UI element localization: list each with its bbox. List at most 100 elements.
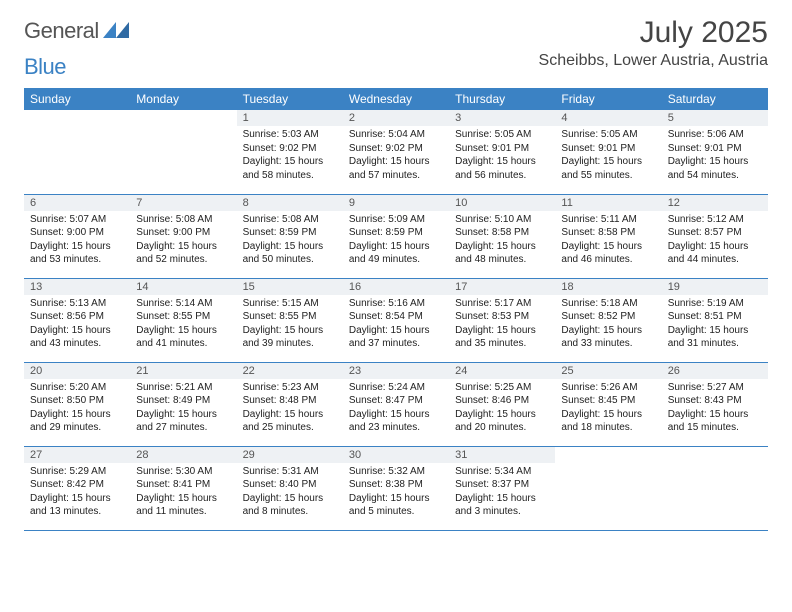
calendar-cell: 8Sunrise: 5:08 AMSunset: 8:59 PMDaylight… — [237, 194, 343, 278]
day-details: Sunrise: 5:18 AMSunset: 8:52 PMDaylight:… — [555, 295, 661, 355]
calendar-cell: 23Sunrise: 5:24 AMSunset: 8:47 PMDayligh… — [343, 362, 449, 446]
day-number: 29 — [237, 447, 343, 463]
calendar-cell: 22Sunrise: 5:23 AMSunset: 8:48 PMDayligh… — [237, 362, 343, 446]
day-details: Sunrise: 5:32 AMSunset: 8:38 PMDaylight:… — [343, 463, 449, 523]
day-header: Saturday — [662, 88, 768, 110]
day-details: Sunrise: 5:26 AMSunset: 8:45 PMDaylight:… — [555, 379, 661, 439]
day-details: Sunrise: 5:23 AMSunset: 8:48 PMDaylight:… — [237, 379, 343, 439]
day-details: Sunrise: 5:13 AMSunset: 8:56 PMDaylight:… — [24, 295, 130, 355]
day-details: Sunrise: 5:20 AMSunset: 8:50 PMDaylight:… — [24, 379, 130, 439]
day-header: Monday — [130, 88, 236, 110]
day-header: Friday — [555, 88, 661, 110]
day-details: Sunrise: 5:29 AMSunset: 8:42 PMDaylight:… — [24, 463, 130, 523]
day-number: 14 — [130, 279, 236, 295]
day-number: 2 — [343, 110, 449, 126]
day-number: 31 — [449, 447, 555, 463]
day-details: Sunrise: 5:16 AMSunset: 8:54 PMDaylight:… — [343, 295, 449, 355]
calendar-cell: 2Sunrise: 5:04 AMSunset: 9:02 PMDaylight… — [343, 110, 449, 194]
calendar-cell: 12Sunrise: 5:12 AMSunset: 8:57 PMDayligh… — [662, 194, 768, 278]
calendar-cell: 11Sunrise: 5:11 AMSunset: 8:58 PMDayligh… — [555, 194, 661, 278]
day-number: 28 — [130, 447, 236, 463]
brand-word-1: General — [24, 18, 99, 44]
calendar-cell: 4Sunrise: 5:05 AMSunset: 9:01 PMDaylight… — [555, 110, 661, 194]
calendar-cell: 6Sunrise: 5:07 AMSunset: 9:00 PMDaylight… — [24, 194, 130, 278]
calendar-table: SundayMondayTuesdayWednesdayThursdayFrid… — [24, 88, 768, 531]
calendar-cell: 5Sunrise: 5:06 AMSunset: 9:01 PMDaylight… — [662, 110, 768, 194]
calendar-cell: 28Sunrise: 5:30 AMSunset: 8:41 PMDayligh… — [130, 446, 236, 530]
day-number: 23 — [343, 363, 449, 379]
brand-word-2: Blue — [24, 54, 66, 79]
day-details: Sunrise: 5:12 AMSunset: 8:57 PMDaylight:… — [662, 211, 768, 271]
day-number: 3 — [449, 110, 555, 126]
calendar-cell: 19Sunrise: 5:19 AMSunset: 8:51 PMDayligh… — [662, 278, 768, 362]
day-details: Sunrise: 5:34 AMSunset: 8:37 PMDaylight:… — [449, 463, 555, 523]
day-details: Sunrise: 5:08 AMSunset: 9:00 PMDaylight:… — [130, 211, 236, 271]
day-number: 24 — [449, 363, 555, 379]
calendar-cell: 20Sunrise: 5:20 AMSunset: 8:50 PMDayligh… — [24, 362, 130, 446]
calendar-cell — [24, 110, 130, 194]
day-details: Sunrise: 5:27 AMSunset: 8:43 PMDaylight:… — [662, 379, 768, 439]
day-number: 18 — [555, 279, 661, 295]
day-details: Sunrise: 5:09 AMSunset: 8:59 PMDaylight:… — [343, 211, 449, 271]
day-details: Sunrise: 5:04 AMSunset: 9:02 PMDaylight:… — [343, 126, 449, 186]
day-number: 30 — [343, 447, 449, 463]
day-number: 12 — [662, 195, 768, 211]
calendar-cell: 15Sunrise: 5:15 AMSunset: 8:55 PMDayligh… — [237, 278, 343, 362]
day-number: 16 — [343, 279, 449, 295]
day-header: Thursday — [449, 88, 555, 110]
day-details: Sunrise: 5:03 AMSunset: 9:02 PMDaylight:… — [237, 126, 343, 186]
day-details: Sunrise: 5:25 AMSunset: 8:46 PMDaylight:… — [449, 379, 555, 439]
day-number: 19 — [662, 279, 768, 295]
day-number: 7 — [130, 195, 236, 211]
day-number: 11 — [555, 195, 661, 211]
day-details: Sunrise: 5:17 AMSunset: 8:53 PMDaylight:… — [449, 295, 555, 355]
day-details: Sunrise: 5:14 AMSunset: 8:55 PMDaylight:… — [130, 295, 236, 355]
calendar-cell: 29Sunrise: 5:31 AMSunset: 8:40 PMDayligh… — [237, 446, 343, 530]
calendar-cell: 27Sunrise: 5:29 AMSunset: 8:42 PMDayligh… — [24, 446, 130, 530]
day-header: Sunday — [24, 88, 130, 110]
day-number: 9 — [343, 195, 449, 211]
day-number: 21 — [130, 363, 236, 379]
day-number: 17 — [449, 279, 555, 295]
calendar-cell — [130, 110, 236, 194]
day-number: 5 — [662, 110, 768, 126]
calendar-cell: 21Sunrise: 5:21 AMSunset: 8:49 PMDayligh… — [130, 362, 236, 446]
day-number: 25 — [555, 363, 661, 379]
calendar-cell: 25Sunrise: 5:26 AMSunset: 8:45 PMDayligh… — [555, 362, 661, 446]
day-details: Sunrise: 5:30 AMSunset: 8:41 PMDaylight:… — [130, 463, 236, 523]
day-number: 8 — [237, 195, 343, 211]
logo-mark-icon — [103, 18, 129, 44]
day-number: 20 — [24, 363, 130, 379]
day-details: Sunrise: 5:31 AMSunset: 8:40 PMDaylight:… — [237, 463, 343, 523]
day-number: 26 — [662, 363, 768, 379]
day-number: 4 — [555, 110, 661, 126]
calendar-cell: 30Sunrise: 5:32 AMSunset: 8:38 PMDayligh… — [343, 446, 449, 530]
day-number: 13 — [24, 279, 130, 295]
month-title: July 2025 — [539, 18, 768, 48]
calendar-cell: 24Sunrise: 5:25 AMSunset: 8:46 PMDayligh… — [449, 362, 555, 446]
calendar-cell: 14Sunrise: 5:14 AMSunset: 8:55 PMDayligh… — [130, 278, 236, 362]
calendar-cell: 26Sunrise: 5:27 AMSunset: 8:43 PMDayligh… — [662, 362, 768, 446]
calendar-cell: 17Sunrise: 5:17 AMSunset: 8:53 PMDayligh… — [449, 278, 555, 362]
day-details: Sunrise: 5:21 AMSunset: 8:49 PMDaylight:… — [130, 379, 236, 439]
day-details: Sunrise: 5:11 AMSunset: 8:58 PMDaylight:… — [555, 211, 661, 271]
calendar-cell: 7Sunrise: 5:08 AMSunset: 9:00 PMDaylight… — [130, 194, 236, 278]
day-number: 22 — [237, 363, 343, 379]
brand-logo: General — [24, 18, 129, 44]
calendar-cell — [662, 446, 768, 530]
day-details: Sunrise: 5:19 AMSunset: 8:51 PMDaylight:… — [662, 295, 768, 355]
day-details: Sunrise: 5:24 AMSunset: 8:47 PMDaylight:… — [343, 379, 449, 439]
day-details: Sunrise: 5:10 AMSunset: 8:58 PMDaylight:… — [449, 211, 555, 271]
day-details: Sunrise: 5:07 AMSunset: 9:00 PMDaylight:… — [24, 211, 130, 271]
day-details: Sunrise: 5:08 AMSunset: 8:59 PMDaylight:… — [237, 211, 343, 271]
calendar-cell: 18Sunrise: 5:18 AMSunset: 8:52 PMDayligh… — [555, 278, 661, 362]
calendar-cell: 31Sunrise: 5:34 AMSunset: 8:37 PMDayligh… — [449, 446, 555, 530]
day-number: 1 — [237, 110, 343, 126]
calendar-cell: 1Sunrise: 5:03 AMSunset: 9:02 PMDaylight… — [237, 110, 343, 194]
day-details: Sunrise: 5:05 AMSunset: 9:01 PMDaylight:… — [555, 126, 661, 186]
day-details: Sunrise: 5:15 AMSunset: 8:55 PMDaylight:… — [237, 295, 343, 355]
calendar-cell: 13Sunrise: 5:13 AMSunset: 8:56 PMDayligh… — [24, 278, 130, 362]
day-number: 15 — [237, 279, 343, 295]
calendar-cell — [555, 446, 661, 530]
day-number: 27 — [24, 447, 130, 463]
